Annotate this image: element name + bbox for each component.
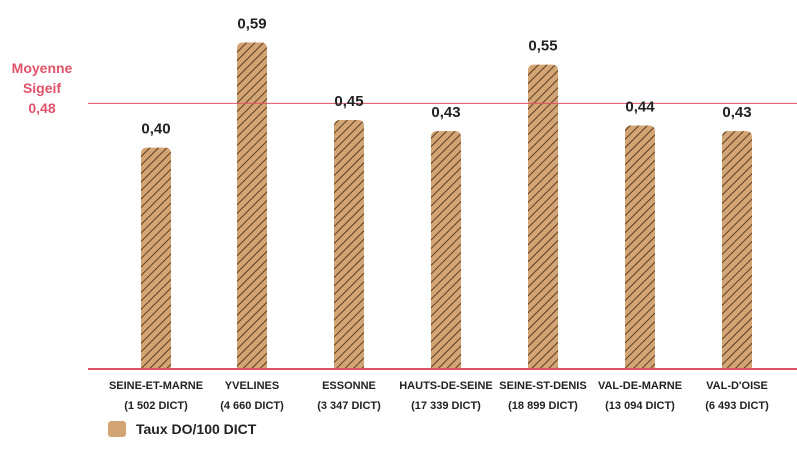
value-label-4: 0,55: [528, 38, 557, 55]
category-label-3: HAUTS-DE-SEINE: [399, 380, 493, 392]
legend-swatch: [108, 421, 126, 437]
category-label-5: VAL-DE-MARNE: [598, 380, 682, 392]
legend-label: Taux DO/100 DICT: [136, 421, 257, 437]
category-sublabel-3: (17 339 DICT): [411, 400, 481, 412]
category-sublabel-4: (18 899 DICT): [508, 400, 578, 412]
bar-4: [528, 64, 558, 370]
value-label-6: 0,43: [722, 104, 751, 121]
bar-2: [334, 120, 364, 369]
category-sublabel-5: (13 094 DICT): [605, 400, 675, 412]
category-sublabel-0: (1 502 DICT): [124, 400, 188, 412]
value-label-1: 0,59: [237, 16, 266, 33]
legend: Taux DO/100 DICT: [108, 421, 256, 437]
average-label-value: 0,48: [28, 100, 56, 117]
category-label-2: ESSONNE: [322, 380, 376, 392]
bar-3: [431, 131, 461, 369]
category-sublabel-2: (3 347 DICT): [317, 400, 381, 412]
category-label-4: SEINE-ST-DENIS: [499, 380, 586, 392]
value-label-3: 0,43: [431, 104, 460, 121]
value-label-0: 0,40: [141, 121, 170, 138]
bar-1: [237, 42, 267, 370]
bar-0: [141, 147, 171, 369]
bar-6: [722, 131, 752, 369]
average-label-line1: Moyenne: [11, 60, 73, 77]
value-label-2: 0,45: [334, 93, 363, 110]
category-label-1: YVELINES: [225, 380, 279, 392]
category-label-6: VAL-D'OISE: [706, 380, 768, 392]
average-label-line2: Sigeif: [22, 80, 62, 97]
average-label: Moyenne Sigeif 0,48: [0, 58, 84, 118]
bar-5: [625, 125, 655, 370]
category-sublabel-6: (6 493 DICT): [705, 400, 769, 412]
category-sublabel-1: (4 660 DICT): [220, 400, 284, 412]
value-label-5: 0,44: [625, 99, 655, 116]
category-label-0: SEINE-ET-MARNE: [109, 380, 203, 392]
